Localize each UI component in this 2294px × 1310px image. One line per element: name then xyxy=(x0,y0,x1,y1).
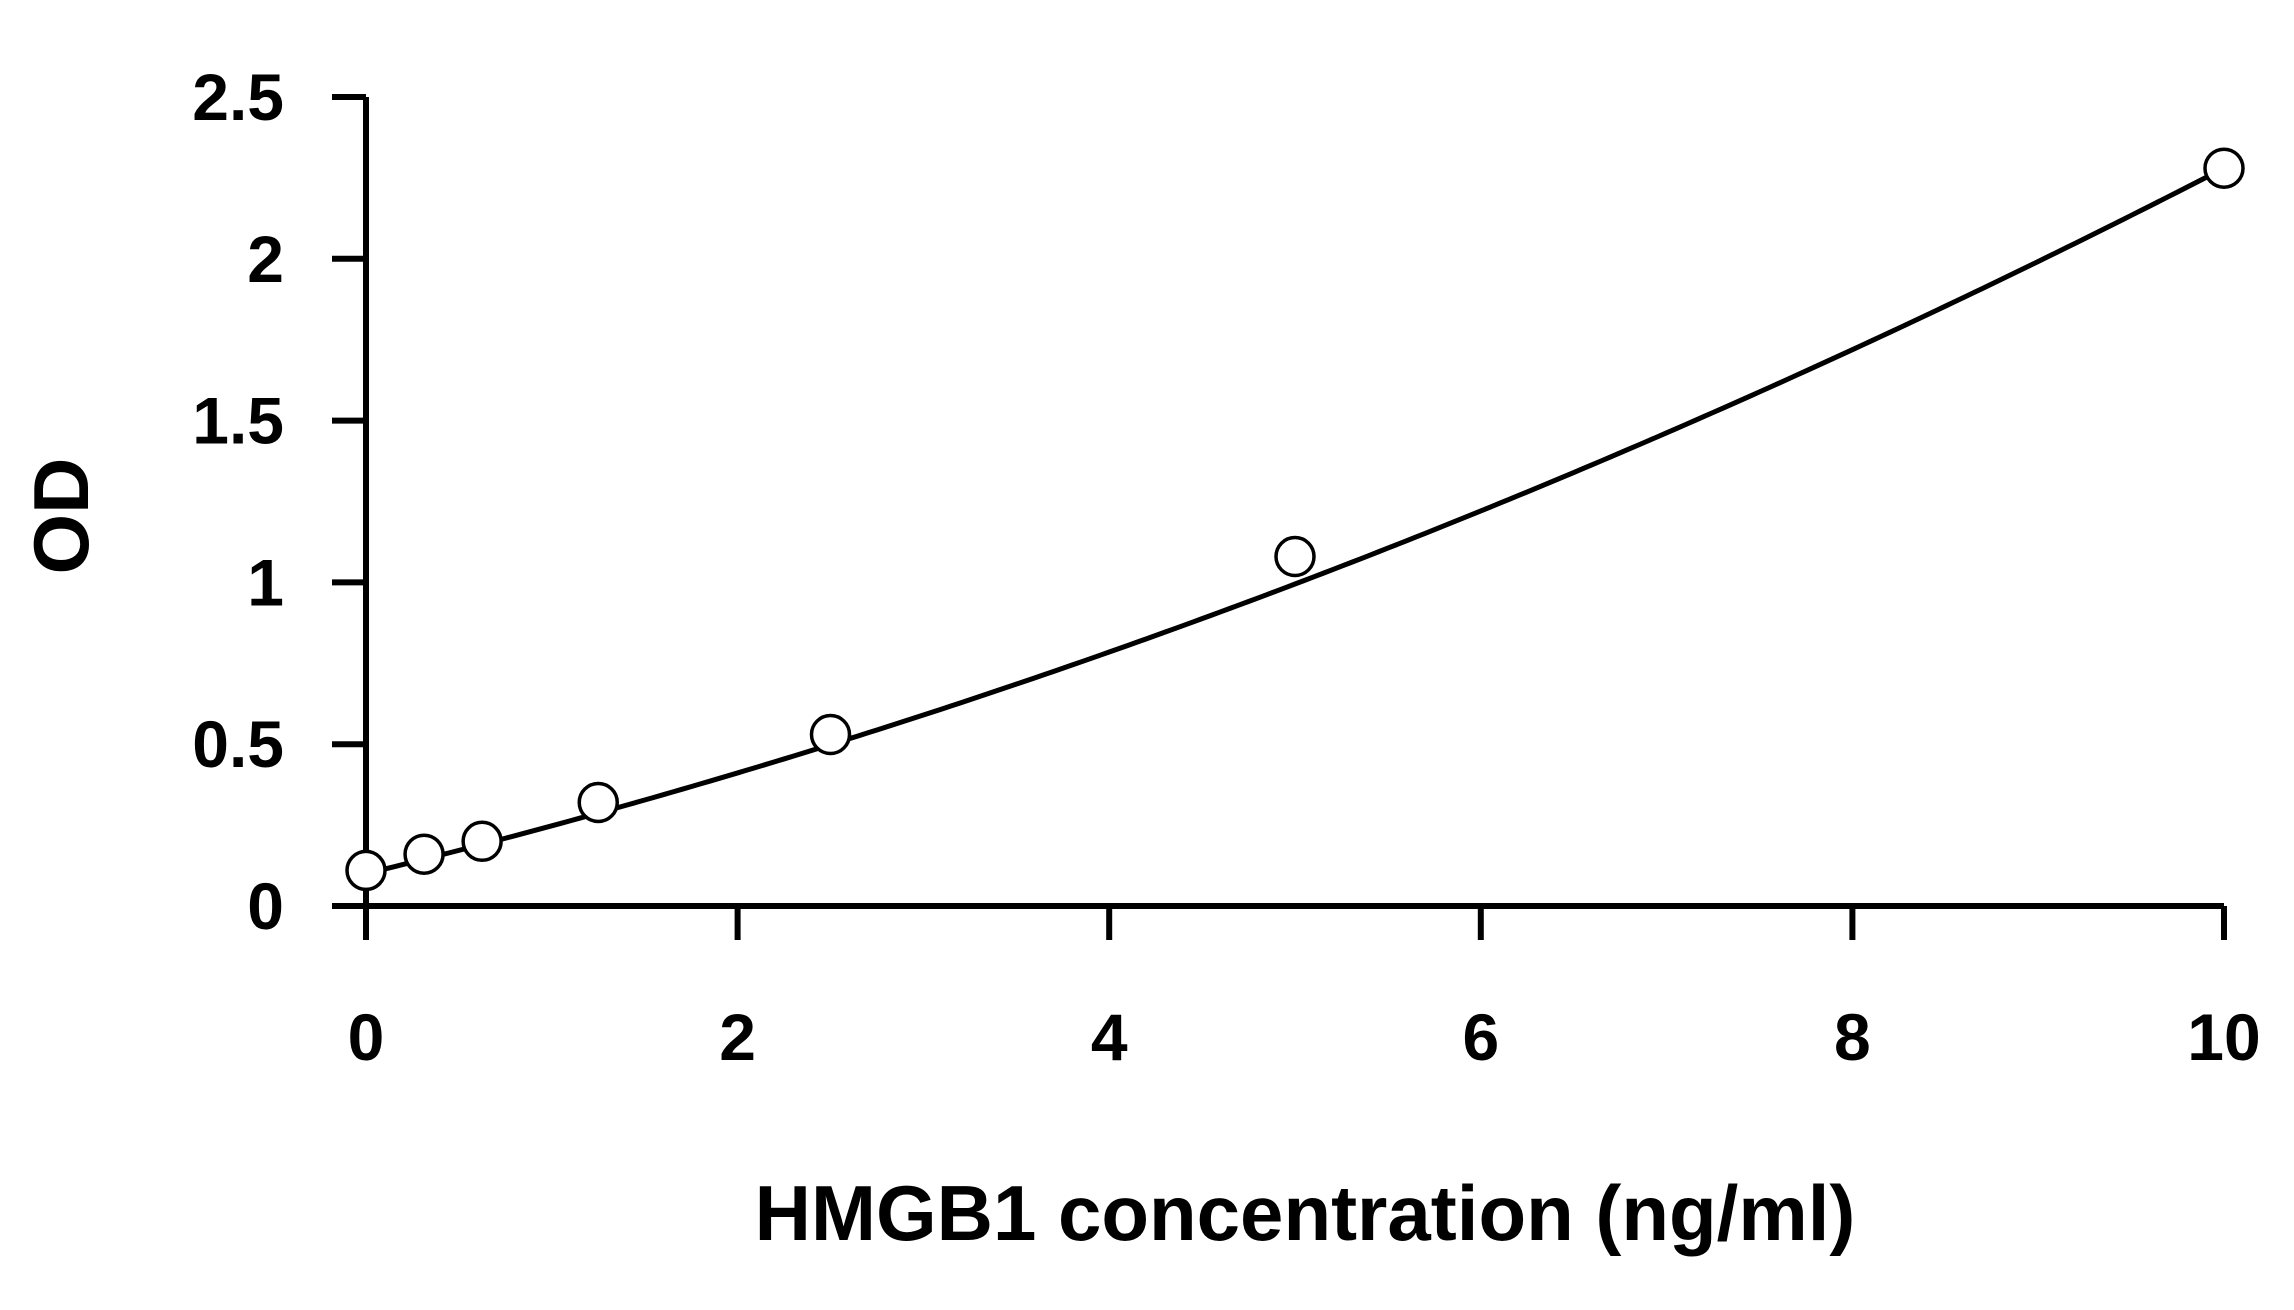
y-tick-label: 1 xyxy=(247,545,284,619)
y-axis-title: OD xyxy=(17,458,105,575)
fit-curve-group xyxy=(365,165,2226,877)
x-tick-label: 8 xyxy=(1834,1000,1871,1074)
x-tick-label: 10 xyxy=(2187,1000,2260,1074)
data-point xyxy=(345,849,387,892)
x-tick-label: 4 xyxy=(1091,1000,1128,1074)
y-tick-label: 1.5 xyxy=(192,384,284,458)
fit-curve xyxy=(365,165,2226,877)
x-axis-ticks: 0 2 4 6 8 10 xyxy=(348,906,2261,1074)
data-point xyxy=(2203,147,2245,189)
x-axis-title: HMGB1 concentration (ng/ml) xyxy=(755,1169,1856,1257)
y-tick-label: 0.5 xyxy=(192,707,284,781)
y-tick-label: 0 xyxy=(247,869,284,943)
y-tick-label: 2.5 xyxy=(192,60,284,134)
chart-axes xyxy=(363,97,2224,909)
x-tick-label: 2 xyxy=(719,1000,756,1074)
data-point xyxy=(809,713,852,756)
y-tick-label: 2 xyxy=(247,222,284,296)
data-point xyxy=(577,781,619,824)
x-tick-label: 6 xyxy=(1462,1000,1499,1074)
data-point xyxy=(403,833,445,875)
y-axis-ticks: 0 0.5 1 1.5 2 2.5 xyxy=(192,60,366,943)
data-point xyxy=(461,820,503,863)
data-points xyxy=(345,147,2245,892)
x-tick-label: 0 xyxy=(348,1000,385,1074)
data-point xyxy=(1274,535,1316,578)
